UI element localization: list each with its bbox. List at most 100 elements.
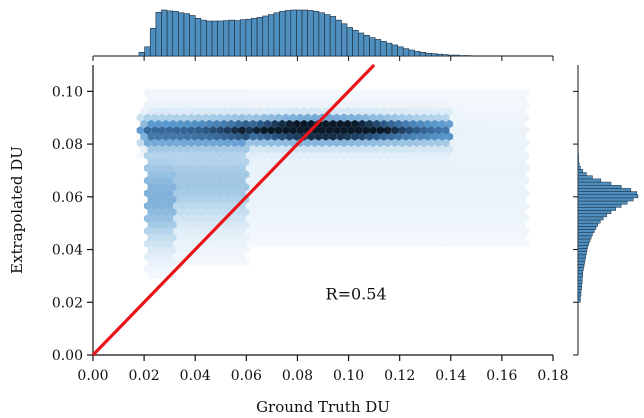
hexbin-cell [169,220,177,229]
hexbin-cell [329,145,337,154]
hexbin-cell [293,220,301,229]
hexbin-cell [453,208,461,217]
hexbin-cell [253,214,261,223]
hexbin-cell [143,252,152,261]
hexbin-cell [471,189,479,198]
hexbin-cell [300,208,308,217]
hexbin-cell [216,151,224,160]
hexbin-cell [402,208,410,217]
hexbin-cell [398,100,406,110]
hexbin-cell [380,94,388,103]
right-hist-bar [577,178,602,183]
hexbin-cell [176,107,184,116]
hexbin-cell [336,195,344,204]
hexbin-cell [340,226,348,236]
hexbin-cell [140,107,148,116]
hexbin-cell [329,208,337,217]
hexbin-cell [347,126,355,135]
hexbin-cell [325,126,334,135]
right-hist-bar [577,241,590,246]
top-hist-bar [194,17,202,57]
hexbin-cell [496,170,505,179]
hexbin-cell [453,233,461,242]
hexbin-cell [318,88,326,97]
hexbin-cell [474,208,483,217]
hexbin-cell [383,100,392,110]
top-hist-bar [431,53,438,57]
hexbin-cell [216,88,224,97]
hexbin-cell [293,119,301,129]
hexbin-cell [267,151,275,160]
hexbin-cell [456,138,465,148]
hexbin-cell [413,163,421,173]
hexbin-cell [176,132,184,141]
hexbin-cell [449,100,457,110]
hexbin-cell [442,176,450,185]
hexbin-cell [489,132,497,141]
hexbin-cell [151,226,159,236]
hexbin-cell [489,107,497,116]
top-hist-bar [442,54,449,57]
hexbin-cell [256,94,264,103]
hexbin-cell [333,88,341,97]
hexbin-cell [373,119,381,129]
hexbin-cell [464,126,472,135]
hexbin-cell [213,119,221,129]
hexbin-cell [202,214,210,223]
hexbin-cell [296,88,304,97]
hexbin-cell [267,226,275,236]
hexbin-cell [303,239,312,248]
hexbin-cell [158,176,166,185]
hexbin-cell [405,138,414,148]
hexbin-cell [467,170,475,179]
hexbin-cell [325,151,334,160]
hexbin-cell [318,226,326,236]
hexbin-cell [169,233,177,242]
hexbin-cell [431,94,439,103]
hexbin-cell [485,138,494,148]
hexbin-cell [296,163,304,173]
hexbin-cell [162,182,170,192]
hexbin-cell [420,214,428,223]
hexbin-cell [376,163,384,173]
hexbin-cell [522,189,530,198]
right-hist-bar [577,276,583,281]
hexbin-cell [358,208,366,217]
hexbin-cell [471,176,479,185]
hexbin-cell [314,220,323,229]
top-hist-bar [256,17,263,57]
hexbin-cell [500,189,508,198]
hexbin-cell [311,113,319,122]
hexbin-cell [504,132,512,141]
hexbin-cell [500,151,508,160]
hexbin-cell [431,233,439,242]
right-hist-bar [577,254,587,259]
hexbin-cell [136,113,144,122]
hexbin-cell [227,258,235,267]
hexbin-cell [227,220,235,229]
hexbin-cell [449,151,457,160]
hexbin-cell [485,226,494,236]
hexbin-cell [423,170,432,179]
hexbin-cell [431,119,439,129]
hexbin-cell [231,214,239,223]
correlation-annotation: R=0.54 [326,285,387,304]
hexbin-cell [485,176,494,185]
hexbin-cell [522,226,530,236]
hexbin-cell [413,126,421,135]
hexbin-cell [187,189,195,198]
x-tick-label: 0.18 [537,368,568,384]
hexbin-cell [162,245,170,255]
hexbin-cell [354,189,363,198]
hexbin-cell [183,132,192,141]
hexbin-cell [442,151,450,160]
hexbin-cell [289,126,297,135]
hexbin-cell [151,189,159,198]
hexbin-cell [147,145,155,154]
right-hist-bar [577,229,595,233]
hexbin-cell [194,252,203,261]
hexbin-cell [347,201,355,211]
hexbin-cell [242,132,250,141]
hexbin-cell [176,94,184,103]
hexbin-cell [249,157,257,166]
